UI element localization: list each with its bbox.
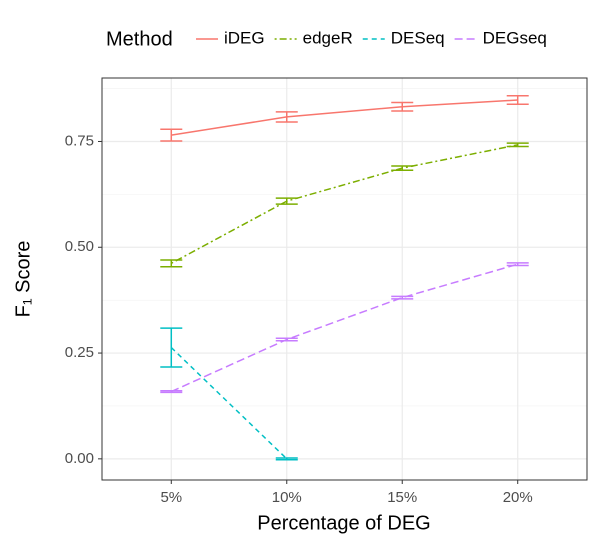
error-bar bbox=[160, 327, 183, 368]
legend-label: DEGseq bbox=[483, 28, 547, 47]
series-line bbox=[170, 144, 518, 265]
error-bar bbox=[160, 389, 183, 394]
y-tick-label: 0.25 bbox=[65, 344, 94, 361]
error-bar bbox=[506, 262, 529, 267]
error-bar bbox=[160, 259, 183, 268]
error-bar bbox=[391, 165, 414, 171]
plot-border bbox=[101, 77, 588, 481]
y-axis-label: F₁ Score bbox=[12, 241, 34, 318]
x-axis-label: Percentage of DEG bbox=[257, 512, 430, 534]
x-tick-label: 10% bbox=[272, 489, 302, 506]
plot-panel bbox=[102, 78, 587, 480]
series-line bbox=[170, 263, 518, 393]
x-tick-label: 20% bbox=[503, 489, 533, 506]
error-bar bbox=[160, 128, 183, 142]
legend-title: Method bbox=[106, 28, 173, 50]
series-line bbox=[171, 99, 518, 136]
error-bar bbox=[506, 95, 529, 105]
error-bar bbox=[506, 142, 529, 148]
legend: iDEG edgeR DESeq DEGseq bbox=[196, 28, 547, 47]
x-tick-label: 15% bbox=[387, 489, 417, 506]
legend-label: DESeq bbox=[391, 28, 445, 47]
legend-label: iDEG bbox=[224, 28, 265, 47]
error-bar bbox=[275, 337, 298, 342]
x-tick-label: 5% bbox=[160, 489, 182, 506]
marks bbox=[160, 95, 529, 461]
error-bar bbox=[391, 101, 414, 112]
y-tick-label: 0.75 bbox=[65, 132, 94, 149]
legend-label: edgeR bbox=[303, 28, 353, 47]
y-tick-label: 0.50 bbox=[65, 238, 94, 255]
error-bar bbox=[275, 111, 298, 123]
y-tick-label: 0.00 bbox=[65, 450, 94, 467]
error-bar bbox=[391, 295, 414, 300]
error-bar bbox=[275, 197, 298, 205]
error-bar bbox=[275, 457, 298, 461]
